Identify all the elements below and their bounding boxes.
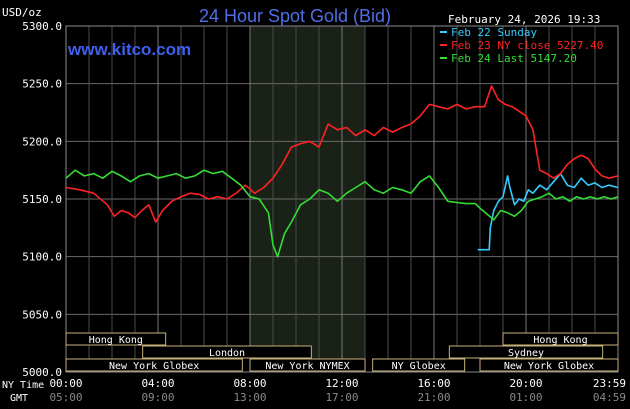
y-tick-label: 5300.0 <box>22 20 62 33</box>
y-tick-label: 5050.0 <box>22 308 62 321</box>
series-line-2 <box>65 85 619 223</box>
legend-entry: Feb 23 NY close 5227.40 <box>451 39 603 52</box>
gmt-time-tick: 13:00 <box>233 391 266 404</box>
y-tick-label: 5100.0 <box>22 251 62 264</box>
gmt-label: GMT <box>10 393 28 404</box>
session-box <box>142 345 312 359</box>
gmt-time-tick: 21:00 <box>417 391 450 404</box>
ny-time-tick: 04:00 <box>141 377 174 390</box>
legend-entry: Feb 22 Sunday <box>451 26 537 39</box>
series-line-1 <box>477 172 619 251</box>
session-box <box>65 332 167 346</box>
session-label: London <box>209 348 245 359</box>
y-tick-label: 5000.0 <box>22 366 62 379</box>
watermark: www.kitco.com <box>67 40 191 59</box>
gmt-time-tick: 05:00 <box>49 391 82 404</box>
ny-time-tick: 20:00 <box>509 377 542 390</box>
y-tick-label: 5150.0 <box>22 193 62 206</box>
session-label: NY Globex <box>392 361 446 372</box>
session-label: New York Globex <box>109 361 199 372</box>
series-line-3 <box>65 169 619 258</box>
session-label: Hong Kong <box>89 335 143 346</box>
ny-time-tick: 23:59 <box>593 377 626 390</box>
ny-time-tick: 08:00 <box>233 377 266 390</box>
session-label: New York Globex <box>504 361 594 372</box>
y-tick-label: 5200.0 <box>22 135 62 148</box>
chart-title: 24 Hour Spot Gold (Bid) <box>199 6 391 26</box>
session-label: Hong Kong <box>533 335 587 346</box>
session-box <box>502 332 619 346</box>
y-tick-label: 5250.0 <box>22 78 62 91</box>
session-label: Sydney <box>508 348 544 359</box>
gmt-time-tick: 04:59 <box>593 391 626 404</box>
ny-time-tick: 00:00 <box>49 377 82 390</box>
session-box <box>372 358 466 372</box>
session-box <box>448 345 604 359</box>
gmt-time-tick: 01:00 <box>509 391 542 404</box>
plot-frame <box>65 25 619 373</box>
session-box <box>65 358 243 372</box>
gmt-time-tick: 09:00 <box>141 391 174 404</box>
session-box <box>479 358 619 372</box>
ny-time-tick: 16:00 <box>417 377 450 390</box>
ny-time-label: NY Time <box>2 380 44 391</box>
session-box <box>249 358 366 372</box>
gmt-time-tick: 17:00 <box>325 391 358 404</box>
timestamp: February 24, 2026 19:33 <box>448 13 600 26</box>
legend-entry: Feb 24 Last 5147.20 <box>451 52 577 65</box>
ny-time-tick: 12:00 <box>325 377 358 390</box>
unit-label: USD/oz <box>2 6 42 19</box>
session-label: New York NYMEX <box>265 361 349 372</box>
